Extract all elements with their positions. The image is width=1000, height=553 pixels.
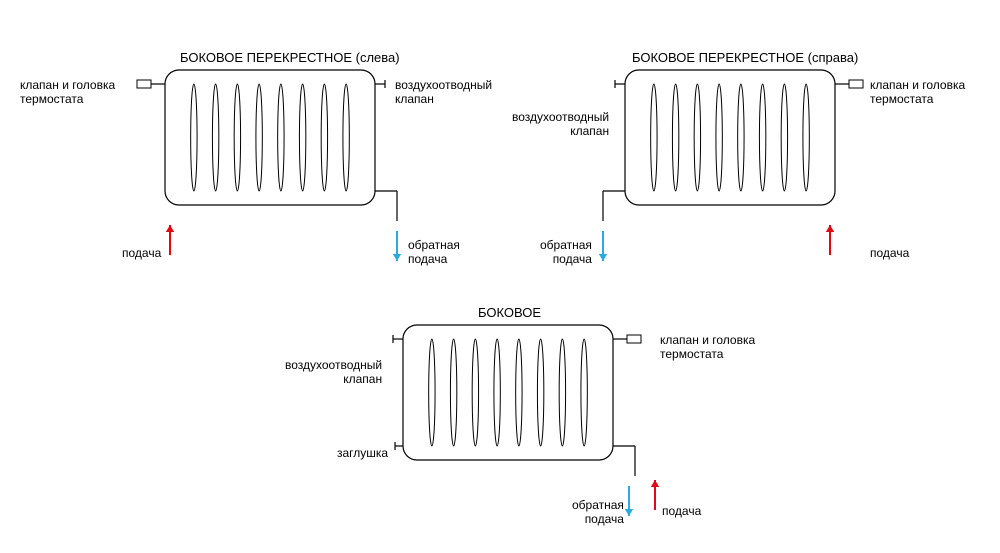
label-left-air-vent: воздухоотводныйклапан <box>395 78 492 107</box>
title-left: БОКОВОЕ ПЕРЕКРЕСТНОЕ (слева) <box>180 50 400 65</box>
label-right-valve-head: клапан и головкатермостата <box>870 78 965 107</box>
diagram-canvas <box>0 0 1000 553</box>
label-left-valve-head: клапан и головкатермостата <box>20 78 115 107</box>
label-bottom-return: обратнаяподача <box>572 498 624 527</box>
label-bottom-plug: заглушка <box>337 446 388 460</box>
label-right-air-vent: воздухоотводныйклапан <box>512 110 609 139</box>
label-left-supply: подача <box>122 246 161 260</box>
label-left-return: обратнаяподача <box>408 238 460 267</box>
label-bottom-air-vent: воздухоотводныйклапан <box>285 358 382 387</box>
label-bottom-supply: подача <box>662 504 701 518</box>
title-bottom: БОКОВОЕ <box>478 305 541 320</box>
title-right: БОКОВОЕ ПЕРЕКРЕСТНОЕ (справа) <box>632 50 858 65</box>
label-bottom-valve-head: клапан и головкатермостата <box>660 333 755 362</box>
label-right-return: обратнаяподача <box>540 238 592 267</box>
label-right-supply: подача <box>870 246 909 260</box>
